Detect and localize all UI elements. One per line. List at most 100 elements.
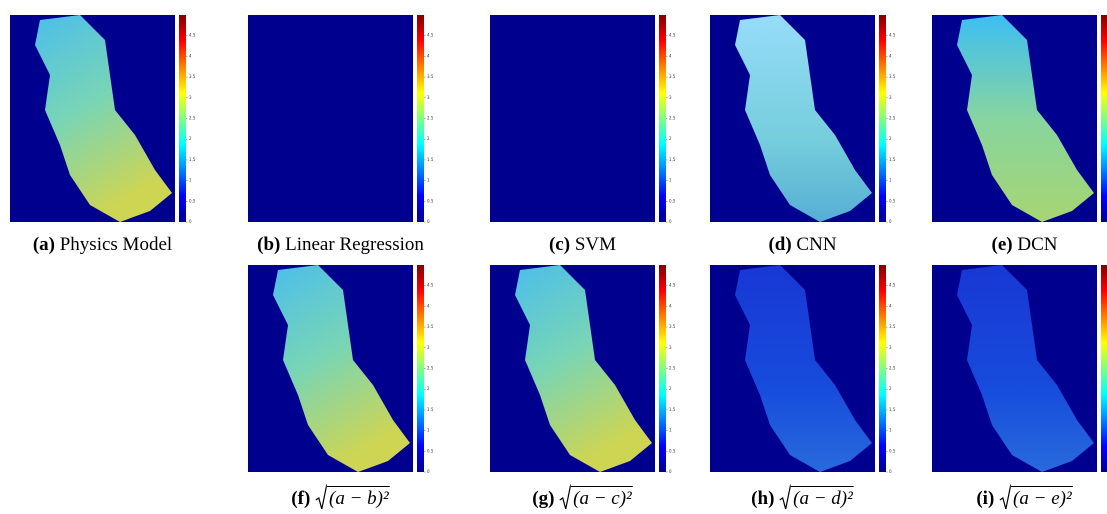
panel-caption: (b) Linear Regression: [257, 234, 424, 256]
caption-label: CNN: [796, 234, 837, 255]
colorbar-tick-label: 0.5: [669, 448, 676, 453]
colorbar-tick-label: 1: [427, 428, 430, 433]
colorbar-tick-label: 1.5: [889, 407, 896, 412]
panel: 00.511.522.533.544.5: [710, 15, 896, 224]
colorbar-tick-label: 3: [669, 345, 672, 350]
colorbar-tick-label: 2.5: [189, 116, 196, 121]
colorbar-tick-label: 1: [669, 428, 672, 433]
panel: 00.511.522.533.544.5: [10, 15, 196, 224]
panel: 00.511.522.533.544.5: [248, 265, 434, 474]
colorbar-tick-label: 0: [189, 219, 192, 224]
colorbar-tick-label: 0.5: [427, 448, 434, 453]
caption-formula: (a − e)²: [1011, 486, 1073, 509]
colorbar-tick-label: 3: [427, 95, 430, 100]
colorbar-tick-label: 2: [889, 136, 892, 141]
colorbar-tick-label: 3.5: [189, 74, 196, 79]
colorbar-tick-label: 2: [189, 136, 192, 141]
panel-caption: (d) CNN: [768, 234, 836, 256]
colorbar-tick-label: 2.5: [427, 116, 434, 121]
panel: 00.511.522.533.544.5: [490, 265, 676, 474]
colorbar-tick-label: 1.5: [427, 157, 434, 162]
colorbar-tick-label: 1.5: [669, 407, 676, 412]
colorbar-tick-label: 1: [427, 178, 430, 183]
colorbar: [1101, 15, 1107, 222]
river-region: [735, 265, 872, 472]
caption-tag: (b): [257, 234, 281, 255]
colorbar-tick-label: 2: [889, 386, 892, 391]
panel: 00.511.522.533.544.5: [248, 15, 434, 224]
caption-tag: (g): [532, 488, 555, 509]
colorbar: [417, 15, 424, 222]
colorbar-tick-label: 2: [427, 386, 430, 391]
colorbar-tick-label: 4.5: [427, 283, 434, 288]
colorbar-tick-label: 3: [889, 95, 892, 100]
colorbar: [417, 265, 424, 472]
colorbar-tick-label: 3.5: [669, 324, 676, 329]
colorbar-tick-label: 3.5: [889, 74, 896, 79]
heatmap: [490, 15, 655, 222]
river-region: [957, 15, 1094, 222]
colorbar-tick-label: 4: [427, 303, 430, 308]
colorbar-tick-label: 0: [669, 219, 672, 224]
colorbar-tick-label: 3: [427, 345, 430, 350]
panel: 00.511.522.533.544.5: [490, 15, 676, 224]
colorbar-tick-label: 4.5: [669, 33, 676, 38]
colorbar-tick-label: 0.5: [889, 198, 896, 203]
colorbar-tick-label: 3.5: [889, 324, 896, 329]
colorbar-tick-label: 0.5: [427, 198, 434, 203]
colorbar-tick-label: 4.5: [427, 33, 434, 38]
caption-formula: (a − d)²: [791, 486, 854, 509]
caption-label: Linear Regression: [285, 234, 424, 255]
colorbar-tick-label: 1: [189, 178, 192, 183]
river-region: [35, 15, 172, 222]
colorbar-tick-label: 4.5: [889, 283, 896, 288]
caption-tag: (e): [991, 234, 1013, 255]
colorbar: [659, 265, 666, 472]
colorbar-tick-label: 4: [669, 303, 672, 308]
colorbar-tick-label: 0.5: [889, 448, 896, 453]
radical: (a − c)²: [559, 484, 633, 510]
colorbar-tick-label: 3.5: [669, 74, 676, 79]
panel: 00.511.522.533.544.5: [932, 15, 1107, 222]
colorbar: [179, 15, 186, 222]
colorbar-tick-label: 1.5: [189, 157, 196, 162]
panel-caption: (a) Physics Model: [33, 234, 172, 256]
caption-label: DCN: [1017, 234, 1058, 255]
caption-label: SVM: [574, 234, 617, 255]
colorbar-tick-label: 2: [669, 386, 672, 391]
colorbar-tick-label: 3.5: [427, 324, 434, 329]
colorbar: [879, 15, 886, 222]
colorbar-tick-label: 3: [889, 345, 892, 350]
caption-formula: (a − c)²: [571, 486, 633, 509]
colorbar-tick-label: 1: [889, 428, 892, 433]
colorbar-tick-label: 2.5: [427, 366, 434, 371]
panel-caption: (e) DCN: [992, 234, 1058, 256]
colorbar-tick-label: 3.5: [427, 74, 434, 79]
caption-tag: (c): [548, 234, 571, 255]
colorbar-tick-label: 1.5: [889, 157, 896, 162]
colorbar-tick-label: 0.5: [189, 198, 196, 203]
panel-caption: (f) (a − b)²: [291, 484, 390, 510]
caption-tag: (a): [32, 234, 55, 255]
colorbar-tick-label: 2.5: [669, 116, 676, 121]
colorbar-tick-label: 1: [669, 178, 672, 183]
colorbar-tick-label: 1.5: [669, 157, 676, 162]
colorbar-tick-label: 0.5: [669, 198, 676, 203]
caption-tag: (i): [976, 488, 995, 509]
radical: (a − e)²: [999, 484, 1073, 510]
colorbar-tick-label: 3: [669, 95, 672, 100]
caption-tag: (h): [751, 488, 775, 509]
river-region: [273, 265, 410, 472]
caption-tag: (f): [291, 488, 311, 509]
colorbar-tick-label: 0: [889, 469, 892, 474]
river-region: [515, 265, 652, 472]
colorbar-tick-label: 2.5: [669, 366, 676, 371]
caption-tag: (d): [768, 234, 792, 255]
panel-caption: (g) (a − c)²: [532, 484, 633, 510]
colorbar-tick-label: 2.5: [889, 366, 896, 371]
colorbar-tick-label: 4.5: [889, 33, 896, 38]
colorbar-tick-label: 0: [427, 469, 430, 474]
panel: 00.511.522.533.544.5: [932, 265, 1107, 472]
